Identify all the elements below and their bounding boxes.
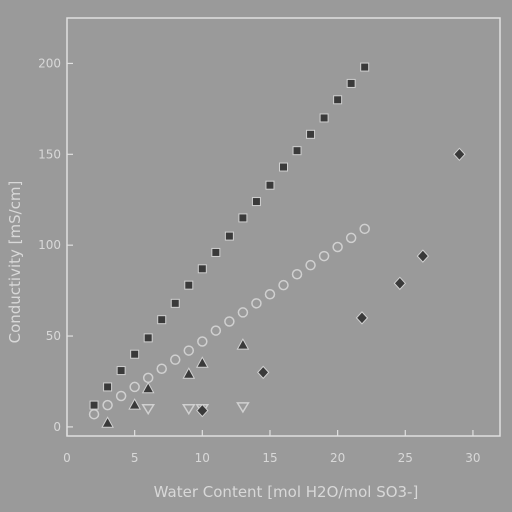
y-tick-label: 150 [38,147,61,161]
data-point [117,367,125,375]
data-point [198,265,206,273]
data-point [90,401,98,409]
data-point [131,350,139,358]
y-axis-label: Conductivity [mS/cm] [6,181,24,344]
x-tick-label: 25 [398,451,413,465]
x-tick-label: 30 [465,451,480,465]
data-point [225,232,233,240]
y-tick-label: 200 [38,56,61,70]
data-point [239,214,247,222]
data-point [144,334,152,342]
data-point [158,316,166,324]
data-point [212,248,220,256]
x-tick-label: 15 [262,451,277,465]
data-point [293,147,301,155]
data-point [104,383,112,391]
x-tick-label: 0 [63,451,71,465]
x-axis-label: Water Content [mol H2O/mol SO3-] [154,483,419,501]
data-point [320,114,328,122]
x-tick-label: 20 [330,451,345,465]
y-tick-label: 0 [53,420,61,434]
data-point [252,198,260,206]
x-tick-label: 10 [195,451,210,465]
data-point [171,299,179,307]
data-point [307,130,315,138]
data-point [334,96,342,104]
data-point [185,281,193,289]
data-point [280,163,288,171]
x-tick-label: 5 [131,451,139,465]
y-tick-label: 100 [38,238,61,252]
y-tick-label: 50 [46,329,61,343]
data-point [347,79,355,87]
data-point [266,181,274,189]
data-point [361,63,369,71]
